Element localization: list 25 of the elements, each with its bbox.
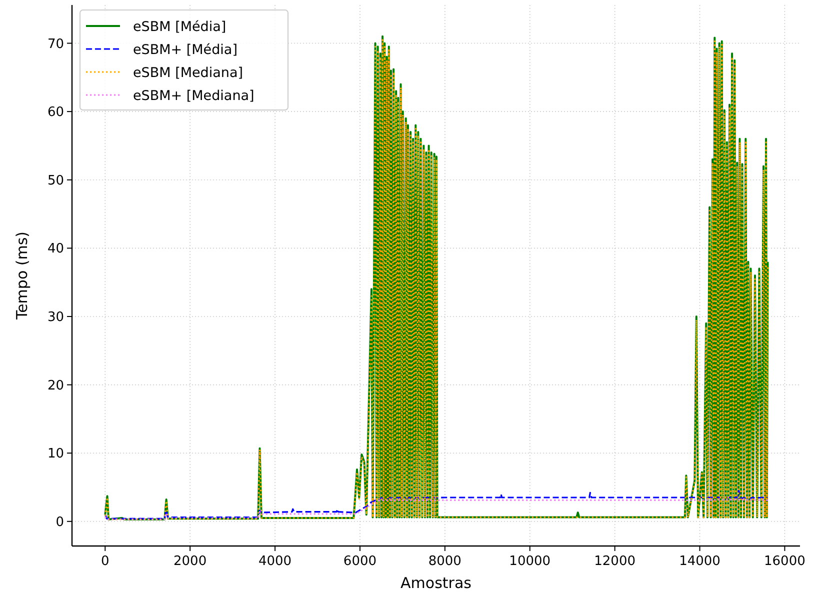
y-tick-label: 40 bbox=[47, 242, 64, 257]
x-tick-label: 16000 bbox=[764, 554, 806, 569]
x-tick-label: 2000 bbox=[174, 554, 207, 569]
y-tick-label: 10 bbox=[47, 446, 64, 462]
y-tick-label: 0 bbox=[56, 514, 64, 530]
legend-label: eSBM+ [Mediana] bbox=[133, 88, 254, 104]
y-tick-label: 20 bbox=[47, 378, 64, 394]
line-series bbox=[104, 498, 769, 520]
line-series bbox=[104, 490, 769, 520]
legend-label: eSBM+ [Média] bbox=[133, 42, 238, 58]
x-tick-label: 10000 bbox=[509, 554, 551, 569]
y-tick-label: 50 bbox=[47, 173, 64, 188]
x-tick-label: 14000 bbox=[679, 554, 720, 569]
x-tick-label: 8000 bbox=[428, 554, 462, 569]
x-tick-label: 12000 bbox=[594, 554, 636, 569]
y-tick-label: 30 bbox=[47, 310, 64, 325]
x-tick-label: 4000 bbox=[258, 554, 292, 569]
legend-label: eSBM [Mediana] bbox=[133, 65, 243, 81]
x-tick-label: 0 bbox=[100, 554, 110, 569]
legend-label: eSBM [Média] bbox=[133, 19, 226, 35]
x-tick-label: 6000 bbox=[343, 554, 377, 569]
y-tick-label: 60 bbox=[47, 105, 64, 120]
y-axis-title: Tempo (ms) bbox=[13, 231, 31, 321]
y-tick-label: 70 bbox=[47, 36, 64, 52]
x-axis-title: Amostras bbox=[400, 574, 472, 592]
